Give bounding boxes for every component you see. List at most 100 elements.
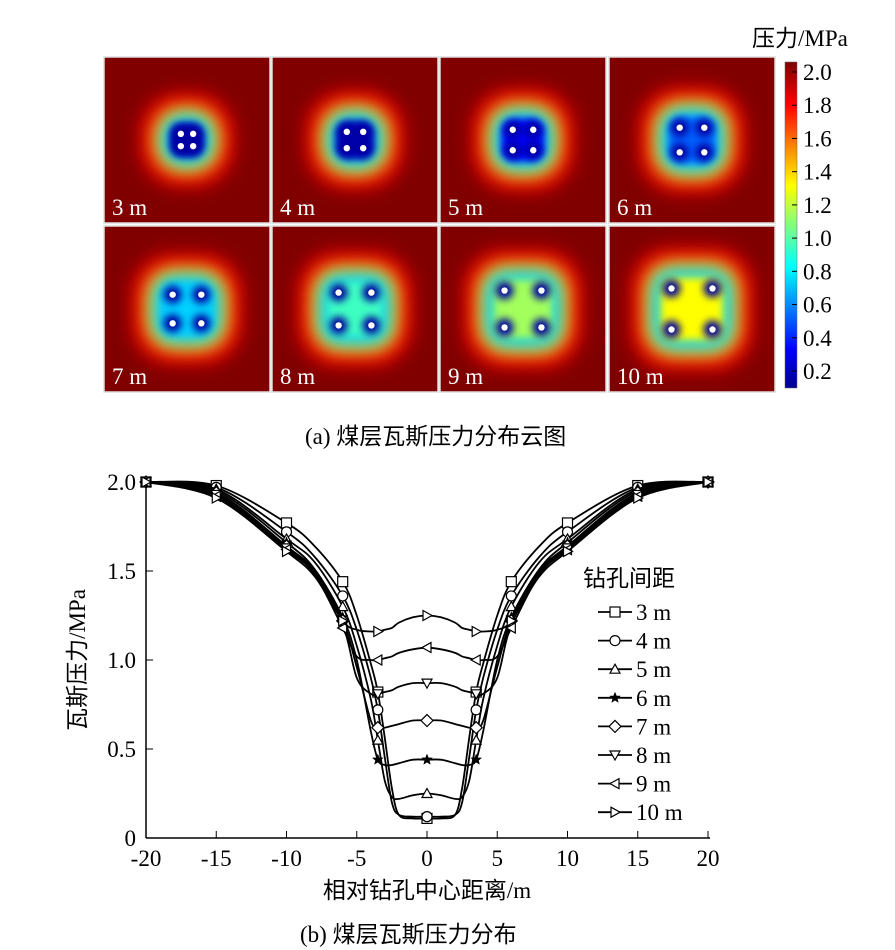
star-marker-icon (372, 753, 384, 765)
triangle-up-marker-icon (420, 787, 434, 799)
legend-item: 4 m (598, 629, 671, 654)
y-axis-label: 瓦斯压力/MPa (65, 589, 90, 731)
circle-marker-icon (609, 634, 621, 647)
square-marker-icon (505, 576, 517, 588)
series-7m (139, 475, 715, 735)
colorbar-tick-label: 2.0 (803, 60, 832, 85)
triangle-right-marker-icon (211, 492, 223, 505)
panel-label: 8 m (280, 364, 315, 389)
borehole-icon (538, 287, 545, 294)
borehole-icon (169, 320, 176, 327)
colorbar-title: 压力/MPa (752, 26, 848, 51)
borehole-icon (701, 124, 708, 131)
borehole-icon (709, 285, 716, 292)
contour-panel: 3 m (103, 56, 271, 224)
caption-b: (b) 煤层瓦斯压力分布 (300, 922, 517, 947)
star-marker-icon (470, 753, 482, 765)
panel-label: 4 m (280, 195, 315, 220)
contour-panel: 6 m (608, 56, 776, 224)
borehole-icon (530, 126, 537, 133)
x-tick-label: 5 (492, 846, 504, 871)
star-marker-icon (421, 753, 433, 765)
legend-label: 10 m (636, 800, 683, 825)
triangle-right-marker-icon (471, 625, 483, 638)
legend-item: 6 m (598, 686, 671, 711)
legend-label: 8 m (636, 743, 671, 768)
triangle-right-marker-icon (338, 614, 349, 627)
colorbar-tick-label: 0.6 (803, 293, 832, 318)
square-marker-icon (337, 576, 349, 588)
borehole-icon (335, 322, 342, 329)
triangle-left-marker-icon (469, 653, 481, 667)
triangle-up-marker-icon (371, 733, 384, 745)
legend-item: 5 m (598, 657, 671, 682)
y-tick-label: 0.5 (107, 737, 136, 762)
borehole-icon (360, 128, 367, 135)
square-marker-icon (609, 606, 621, 618)
triangle-left-marker-icon (608, 777, 620, 790)
legend-label: 3 m (636, 600, 671, 625)
triangle-left-marker-icon (371, 653, 383, 667)
borehole-icon (368, 289, 375, 296)
legend-label: 6 m (636, 686, 671, 711)
x-tick-label: 0 (421, 846, 433, 871)
diamond-marker-icon (469, 720, 484, 735)
borehole-icon (343, 145, 350, 152)
triangle-up-marker-icon (336, 600, 349, 612)
triangle-left-marker-icon (420, 641, 432, 654)
triangle-up-marker-icon (470, 733, 483, 745)
diamond-marker-icon (608, 719, 622, 734)
borehole-icon (189, 142, 197, 150)
triangle-down-marker-icon (420, 678, 434, 690)
triangle-down-marker-icon (470, 689, 483, 701)
borehole-icon (368, 322, 375, 329)
contour-panel: 10 m (608, 225, 776, 393)
legend-item: 3 m (598, 600, 671, 625)
contour-panel: 7 m (103, 225, 271, 393)
borehole-icon (668, 326, 675, 333)
borehole-icon (343, 128, 350, 135)
colorbar (784, 61, 798, 389)
colorbar-tick-label: 0.2 (803, 359, 832, 384)
borehole-icon (189, 130, 197, 138)
colorbar-tick-label: 1.0 (803, 226, 832, 251)
borehole-icon (701, 149, 708, 156)
panel-label: 9 m (448, 364, 483, 389)
borehole-icon (501, 287, 508, 294)
triangle-down-marker-icon (371, 689, 384, 701)
borehole-icon (676, 149, 683, 156)
legend-title: 钻孔间距 (583, 566, 675, 591)
borehole-icon (177, 130, 185, 138)
caption-a: (a) 煤层瓦斯压力分布云图 (305, 424, 567, 449)
legend-label: 7 m (636, 714, 671, 739)
panel-label: 10 m (617, 364, 664, 389)
circle-marker-icon (421, 811, 433, 823)
borehole-icon (360, 145, 367, 152)
borehole-icon (169, 291, 176, 298)
triangle-down-marker-icon (608, 750, 622, 762)
triangle-up-marker-icon (608, 662, 622, 674)
legend-item: 7 m (598, 714, 671, 739)
borehole-icon (509, 147, 516, 154)
borehole-icon (530, 147, 537, 154)
borehole-icon (538, 324, 545, 331)
colorbar-tick-label: 0.4 (803, 326, 832, 351)
panel-label: 3 m (112, 195, 147, 220)
x-tick-label: -20 (131, 846, 162, 871)
legend-item: 9 m (598, 772, 671, 797)
triangle-left-marker-icon (505, 621, 516, 634)
y-tick-label: 2.0 (107, 470, 136, 495)
panel-label: 5 m (448, 195, 483, 220)
borehole-icon (177, 142, 185, 150)
triangle-right-marker-icon (703, 475, 715, 489)
contour-panel: 9 m (439, 225, 607, 393)
legend-label: 4 m (636, 629, 671, 654)
pressure-contour-maps: 3 m 4 m 5 m 6 m 7 m 8 m 9 m 10 m 压力/MPa 2.0 1.8 1… (103, 26, 848, 393)
triangle-right-marker-icon (610, 806, 622, 819)
panel-label: 6 m (617, 195, 652, 220)
borehole-icon (509, 126, 516, 133)
x-tick-label: -10 (271, 846, 302, 871)
colorbar-tick-label: 1.4 (803, 160, 832, 185)
